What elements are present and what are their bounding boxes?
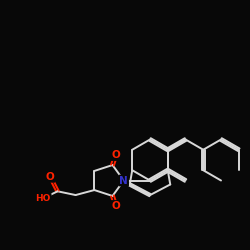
Text: N: N bbox=[120, 176, 128, 186]
Text: HO: HO bbox=[36, 194, 51, 203]
Text: O: O bbox=[112, 201, 120, 211]
Text: O: O bbox=[46, 172, 54, 182]
Text: O: O bbox=[112, 150, 120, 160]
